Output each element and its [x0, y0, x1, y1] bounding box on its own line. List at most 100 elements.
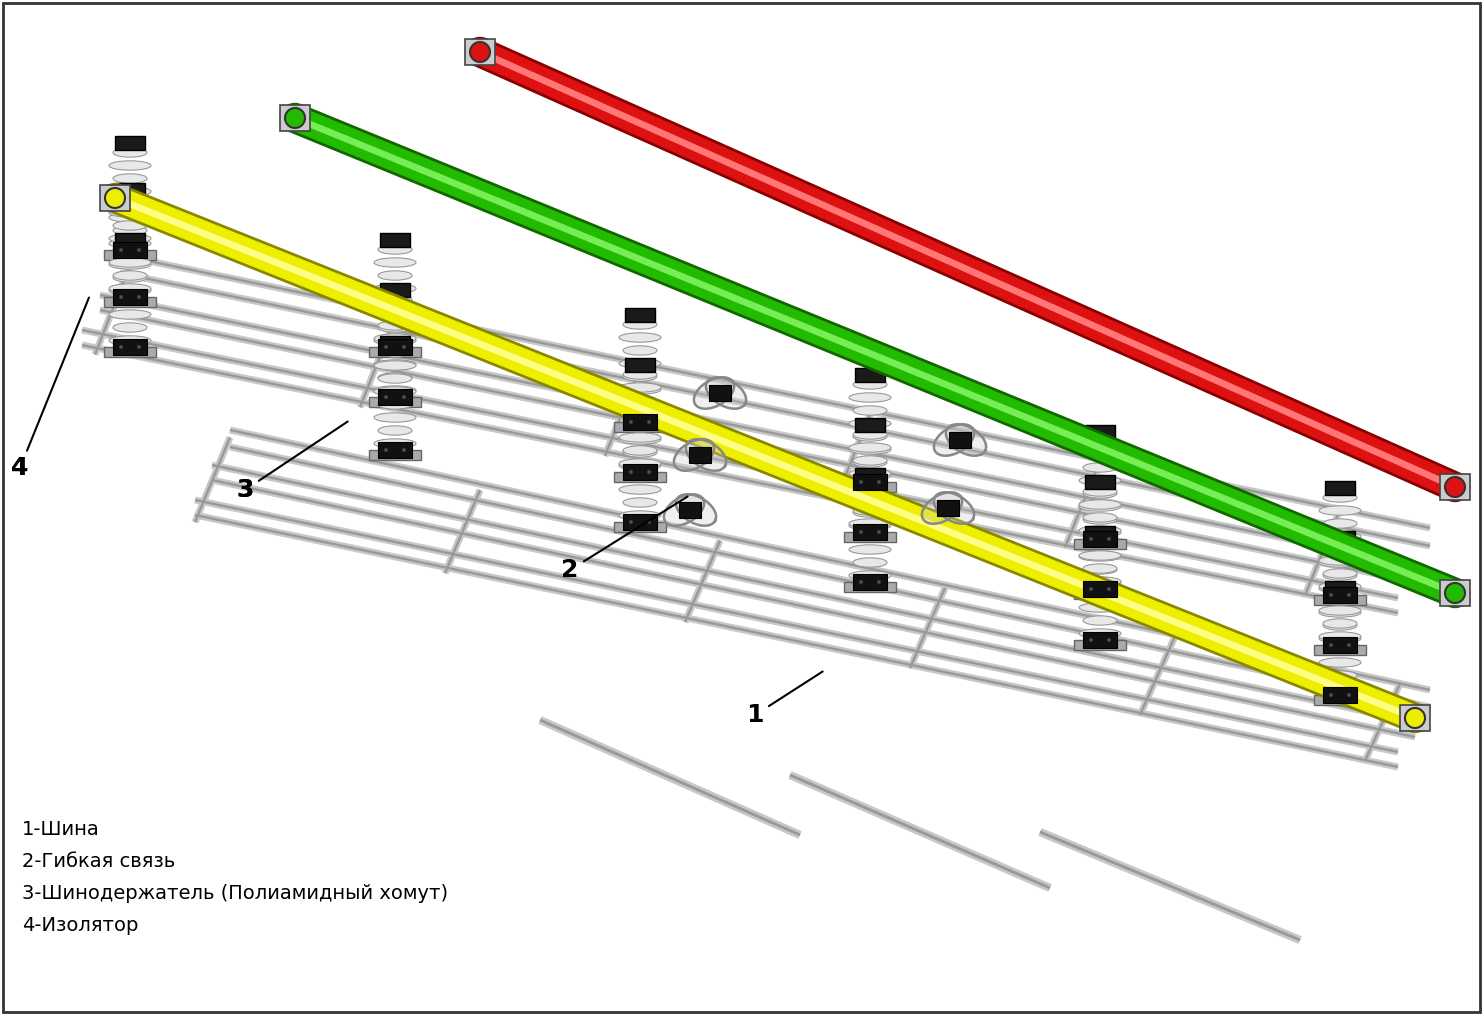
- Ellipse shape: [1080, 501, 1121, 512]
- FancyBboxPatch shape: [380, 336, 409, 350]
- Polygon shape: [673, 439, 715, 471]
- Ellipse shape: [1444, 477, 1465, 497]
- FancyBboxPatch shape: [853, 524, 887, 540]
- Ellipse shape: [470, 42, 489, 62]
- Ellipse shape: [113, 148, 147, 157]
- FancyBboxPatch shape: [614, 522, 666, 532]
- FancyBboxPatch shape: [1083, 632, 1117, 648]
- FancyBboxPatch shape: [369, 397, 421, 407]
- Ellipse shape: [853, 482, 887, 491]
- Ellipse shape: [378, 373, 412, 383]
- FancyBboxPatch shape: [99, 185, 131, 211]
- Ellipse shape: [618, 432, 661, 443]
- FancyBboxPatch shape: [856, 468, 885, 482]
- Ellipse shape: [108, 213, 151, 222]
- Ellipse shape: [618, 485, 661, 494]
- Ellipse shape: [1318, 633, 1361, 644]
- FancyBboxPatch shape: [113, 289, 147, 304]
- Ellipse shape: [1106, 537, 1111, 541]
- Ellipse shape: [402, 395, 406, 399]
- Ellipse shape: [402, 448, 406, 452]
- FancyBboxPatch shape: [853, 574, 887, 590]
- FancyBboxPatch shape: [614, 422, 666, 432]
- FancyBboxPatch shape: [856, 418, 885, 432]
- FancyBboxPatch shape: [1083, 531, 1117, 547]
- Ellipse shape: [1083, 564, 1117, 574]
- Ellipse shape: [113, 245, 147, 254]
- Ellipse shape: [384, 448, 389, 452]
- FancyBboxPatch shape: [1324, 531, 1355, 545]
- Text: 1-Шина: 1-Шина: [22, 820, 99, 839]
- Ellipse shape: [1323, 645, 1357, 655]
- Ellipse shape: [136, 295, 141, 299]
- Ellipse shape: [876, 530, 881, 534]
- Ellipse shape: [374, 438, 417, 449]
- Ellipse shape: [1404, 708, 1425, 728]
- FancyBboxPatch shape: [690, 447, 710, 463]
- Ellipse shape: [1083, 489, 1117, 498]
- Text: 4-Изолятор: 4-Изолятор: [22, 916, 138, 935]
- Ellipse shape: [848, 495, 891, 504]
- Ellipse shape: [623, 422, 657, 431]
- Ellipse shape: [1318, 558, 1361, 567]
- Ellipse shape: [1323, 621, 1357, 630]
- Ellipse shape: [378, 245, 412, 254]
- Ellipse shape: [378, 400, 412, 409]
- Ellipse shape: [848, 545, 891, 554]
- Ellipse shape: [629, 520, 633, 524]
- Ellipse shape: [1080, 476, 1121, 485]
- Ellipse shape: [1089, 587, 1093, 591]
- FancyBboxPatch shape: [1440, 474, 1470, 500]
- Text: 4: 4: [12, 297, 89, 480]
- Ellipse shape: [113, 221, 147, 230]
- Ellipse shape: [623, 369, 657, 380]
- Ellipse shape: [848, 519, 891, 528]
- FancyBboxPatch shape: [1440, 580, 1470, 606]
- Ellipse shape: [113, 271, 147, 280]
- Ellipse shape: [108, 286, 151, 295]
- Ellipse shape: [1318, 684, 1361, 693]
- Ellipse shape: [1318, 606, 1361, 615]
- Ellipse shape: [374, 387, 417, 396]
- FancyBboxPatch shape: [1086, 526, 1115, 540]
- FancyBboxPatch shape: [104, 297, 156, 307]
- Ellipse shape: [1080, 552, 1121, 561]
- Ellipse shape: [1323, 543, 1357, 552]
- Ellipse shape: [378, 347, 412, 356]
- Ellipse shape: [1083, 590, 1117, 599]
- FancyBboxPatch shape: [380, 283, 409, 297]
- Ellipse shape: [1080, 528, 1121, 537]
- Ellipse shape: [378, 296, 412, 307]
- Ellipse shape: [853, 508, 887, 518]
- FancyBboxPatch shape: [844, 482, 896, 492]
- FancyBboxPatch shape: [1323, 687, 1357, 703]
- FancyBboxPatch shape: [624, 308, 655, 322]
- Ellipse shape: [378, 374, 412, 384]
- Ellipse shape: [629, 420, 633, 424]
- Ellipse shape: [848, 493, 891, 502]
- FancyBboxPatch shape: [369, 450, 421, 460]
- FancyBboxPatch shape: [679, 502, 701, 518]
- FancyBboxPatch shape: [623, 414, 657, 430]
- Ellipse shape: [1083, 513, 1117, 522]
- Ellipse shape: [113, 273, 147, 282]
- Ellipse shape: [1083, 436, 1117, 447]
- Ellipse shape: [1347, 593, 1351, 597]
- Ellipse shape: [113, 296, 147, 307]
- Ellipse shape: [853, 380, 887, 389]
- FancyBboxPatch shape: [1083, 581, 1117, 597]
- FancyBboxPatch shape: [1314, 595, 1366, 605]
- Ellipse shape: [108, 336, 151, 345]
- Ellipse shape: [374, 310, 417, 319]
- Ellipse shape: [848, 471, 891, 480]
- FancyBboxPatch shape: [853, 474, 887, 490]
- Ellipse shape: [1329, 642, 1333, 647]
- Polygon shape: [706, 378, 746, 409]
- Ellipse shape: [108, 208, 151, 217]
- Ellipse shape: [1080, 450, 1121, 459]
- FancyBboxPatch shape: [1314, 645, 1366, 655]
- Ellipse shape: [647, 520, 651, 524]
- Ellipse shape: [136, 248, 141, 252]
- Ellipse shape: [285, 108, 305, 128]
- Ellipse shape: [1106, 587, 1111, 591]
